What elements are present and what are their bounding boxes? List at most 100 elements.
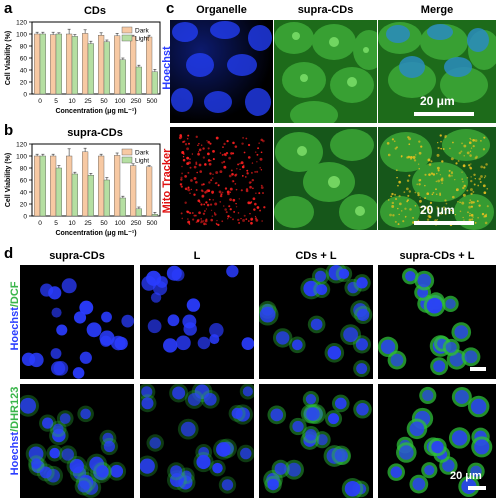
merge-dot (463, 219, 465, 221)
merge-dot (483, 166, 486, 169)
mito-dot (204, 163, 207, 166)
cell-nucleus (287, 462, 301, 477)
mito-dot (250, 171, 253, 174)
merge-dot (436, 207, 440, 210)
mito-dot (245, 189, 249, 193)
mito-dot (227, 215, 230, 218)
merge-dot (437, 146, 440, 150)
cell-nucleus (73, 311, 87, 324)
mito-dot (191, 212, 194, 214)
merge-dot (457, 159, 460, 162)
legend-swatch-dark (121, 148, 133, 156)
bar-dark (50, 34, 57, 95)
cell-nucleus (56, 324, 68, 336)
mito-dot (197, 152, 200, 156)
cell-nucleus (442, 459, 455, 472)
merge-dot (406, 200, 409, 203)
merge-dot (470, 163, 472, 165)
x-axis-label: Concentration (μg mL⁻¹) (55, 230, 136, 237)
merge-dot (408, 174, 411, 177)
merge-dot (478, 204, 481, 207)
merge-dot (484, 175, 487, 177)
merge-dot (451, 195, 455, 199)
cell-nucleus (163, 338, 178, 353)
merge-dot (396, 146, 398, 149)
cell-nucleus (241, 337, 254, 351)
y-axis-label: Cell Viability (%) (5, 153, 12, 207)
merge-dot (466, 151, 470, 155)
mito-dot (195, 161, 198, 164)
merge-dot (414, 204, 417, 207)
bar-light (103, 179, 110, 217)
merge-dot (455, 162, 458, 165)
merge-dot (391, 192, 394, 196)
mito-dot (249, 185, 252, 189)
mito-dot (211, 215, 214, 217)
mito-dot (208, 181, 211, 184)
cell-nucleus (31, 458, 42, 469)
merge-dot (444, 208, 447, 211)
cell-nucleus (449, 352, 464, 367)
merge-dot (394, 197, 398, 201)
mito-dot (240, 189, 243, 192)
cell-nucleus (356, 363, 368, 375)
merge-dot (480, 140, 482, 142)
mito-dot (216, 223, 218, 225)
mito-dot (232, 198, 236, 202)
merge-dot (468, 202, 471, 204)
mito-dot (198, 142, 200, 145)
cell-nucleus (167, 314, 180, 327)
merge-dot (400, 155, 403, 158)
cell-nucleus (347, 281, 359, 294)
mito-dot (248, 181, 252, 184)
panel-d-header-supra-cds-l: supra-CDs + L (399, 250, 475, 262)
mito-dot (219, 170, 223, 174)
merge-dot (391, 201, 395, 205)
bar-dark (66, 155, 73, 217)
merge-dot (408, 143, 411, 146)
merge-dot (463, 184, 466, 188)
mito-dot (182, 156, 185, 158)
cell-nucleus (20, 397, 37, 414)
mito-dot (254, 215, 257, 218)
mito-dot (212, 199, 215, 201)
merge-dot (484, 214, 487, 218)
merge-dot (481, 212, 485, 216)
mito-dot (224, 154, 227, 157)
mito-dot (180, 135, 182, 138)
merge-dot (444, 213, 447, 215)
mito-dot (248, 220, 250, 222)
cell-nucleus (72, 367, 85, 379)
mito-dot (200, 183, 204, 186)
merge-dot (407, 194, 410, 197)
cell-nucleus (303, 280, 320, 297)
mito-dot (230, 216, 232, 219)
mito-dot (205, 189, 209, 193)
scale-bar-d-top (470, 367, 486, 371)
merge-dot (420, 145, 423, 148)
y-tick-label: 60 (20, 56, 28, 63)
cell-nucleus (292, 339, 303, 351)
merge-dot (469, 154, 472, 157)
merge-dot (470, 179, 473, 183)
cell-nucleus (390, 466, 402, 478)
mito-dot (258, 142, 260, 144)
merge-dot (469, 188, 473, 192)
mito-dot (244, 176, 247, 178)
cell-nucleus (121, 314, 134, 328)
cell-nucleus (454, 390, 469, 404)
mito-dot (183, 140, 186, 143)
mito-dot (214, 213, 217, 216)
merge-dot (397, 184, 399, 187)
chart-cds-viability: CDs 0 20 40 60 80 100 120 Cell Viability (%) 0 5 10… (5, 5, 161, 115)
mito-dot (194, 214, 197, 217)
mito-dot (256, 170, 259, 173)
micrograph-merge-top: 20 μm (378, 20, 496, 123)
mito-dot (245, 137, 248, 140)
mito-dot (232, 180, 235, 182)
merge-dot (435, 193, 438, 195)
mito-dot (234, 183, 237, 185)
mito-dot (207, 159, 211, 162)
merge-dot (462, 216, 464, 219)
bar-light (71, 36, 78, 95)
